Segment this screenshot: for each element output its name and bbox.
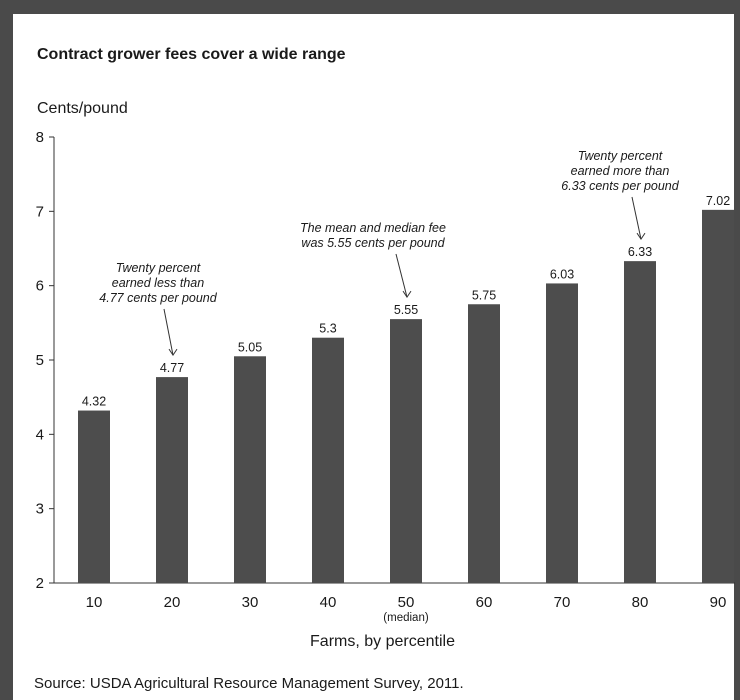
- bar-value-label: 4.32: [82, 395, 106, 409]
- bar: [468, 304, 500, 583]
- bar-value-label: 5.55: [394, 303, 418, 317]
- y-tick-label: 7: [36, 203, 44, 220]
- annotation-arrow: [631, 196, 642, 240]
- bar-value-label: 6.33: [628, 245, 652, 259]
- annotation-arrowhead: [402, 290, 412, 299]
- x-tick-label: 80: [632, 594, 649, 611]
- y-tick-label: 2: [36, 575, 44, 592]
- bar-value-label: 7.02: [706, 194, 730, 208]
- x-tick-label: 60: [476, 594, 493, 611]
- bar: [312, 337, 344, 583]
- x-tick-label: 50: [398, 594, 415, 611]
- annotation-text: Twenty percent: [116, 261, 201, 275]
- bar: [78, 410, 110, 583]
- annotation-arrowhead: [636, 232, 646, 241]
- bar-value-label: 6.03: [550, 267, 574, 281]
- annotation-text: earned more than: [571, 164, 670, 178]
- y-tick-label: 4: [36, 426, 44, 443]
- annotation-text: was 5.55 cents per pound: [301, 236, 445, 250]
- annotation-text: 6.33 cents per pound: [561, 179, 679, 193]
- annotation-arrow: [395, 253, 408, 298]
- bar: [390, 319, 422, 583]
- x-tick-label: 30: [242, 594, 259, 611]
- x-tick-label: 70: [554, 594, 571, 611]
- x-tick-label: 20: [164, 594, 181, 611]
- annotation-text: Twenty percent: [578, 149, 663, 163]
- annotation-arrow: [163, 308, 174, 356]
- bar: [156, 377, 188, 583]
- y-tick-label: 6: [36, 278, 44, 295]
- source-note: Source: USDA Agricultural Resource Manag…: [34, 675, 464, 692]
- x-tick-sublabel: (median): [383, 612, 429, 624]
- annotation-text: The mean and median fee: [300, 221, 446, 235]
- annotation-text: 4.77 cents per pound: [99, 291, 217, 305]
- y-axis-label: Cents/pound: [37, 100, 128, 117]
- chart-title: Contract grower fees cover a wide range: [37, 46, 346, 63]
- x-tick-label: 90: [710, 594, 727, 611]
- bar-value-label: 4.77: [160, 361, 184, 375]
- x-tick-label: 40: [320, 594, 337, 611]
- bar-value-label: 5.75: [472, 288, 496, 302]
- bar: [234, 356, 266, 583]
- bar-value-label: 5.3: [319, 322, 336, 336]
- annotation-arrowhead: [168, 348, 178, 356]
- annotation-text: earned less than: [112, 276, 204, 290]
- y-tick-label: 5: [36, 352, 44, 369]
- x-tick-label: 10: [86, 594, 103, 611]
- y-tick-label: 8: [36, 129, 44, 146]
- bar: [624, 261, 656, 583]
- bar-value-label: 5.05: [238, 340, 262, 354]
- x-axis-label: Farms, by percentile: [310, 633, 455, 650]
- y-tick-label: 3: [36, 501, 44, 518]
- bar: [702, 209, 734, 583]
- bar: [546, 283, 578, 583]
